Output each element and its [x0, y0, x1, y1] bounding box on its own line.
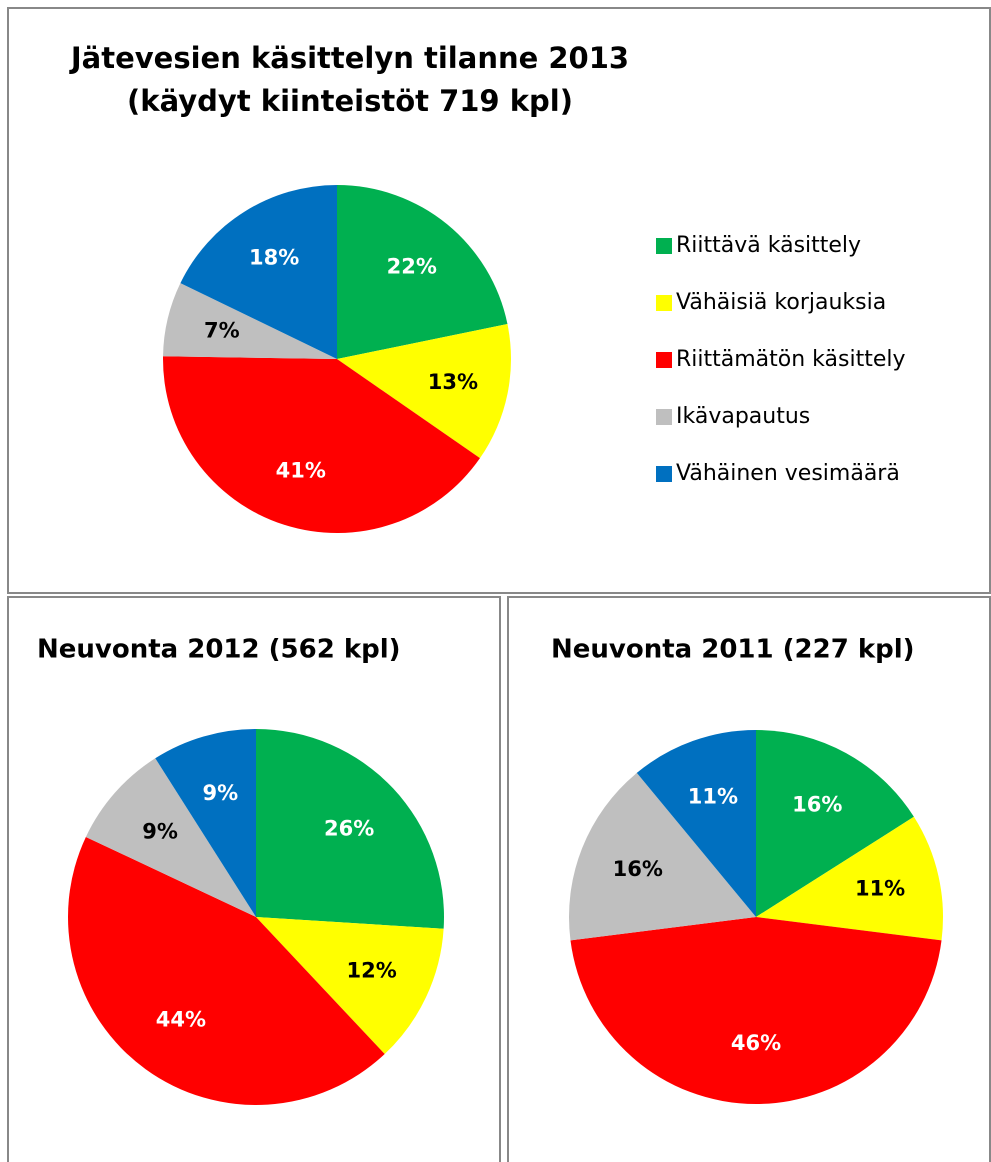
pie-slice — [570, 917, 942, 1104]
pie-slice — [568, 772, 756, 941]
panel-border — [7, 596, 501, 1162]
legend-label: Ikävapautus — [676, 404, 810, 429]
pie-slice — [163, 283, 337, 359]
legend-label: Riittämätön käsittely — [676, 347, 906, 372]
chart-title: Neuvonta 2011 (227 kpl) — [551, 635, 915, 665]
panel-border — [7, 7, 991, 594]
data-label: 13% — [428, 370, 478, 394]
data-label: 9% — [203, 781, 239, 805]
legend-label: Riittävä käsittely — [676, 233, 861, 258]
pie-slice — [756, 816, 943, 941]
data-label: 16% — [613, 857, 663, 881]
pie-slice — [155, 729, 256, 917]
pie-slice — [85, 758, 256, 917]
data-label: 44% — [156, 1007, 206, 1031]
data-label: 16% — [792, 793, 842, 817]
data-label: 7% — [204, 319, 240, 343]
pie-slice — [256, 728, 444, 929]
pie-slice — [256, 917, 444, 1055]
data-label: 11% — [688, 784, 738, 808]
pie-slice — [756, 730, 914, 917]
pie-slice — [180, 185, 337, 359]
chart-title: Neuvonta 2012 (562 kpl) — [37, 635, 401, 665]
data-label: 12% — [347, 958, 397, 982]
panel-border — [507, 596, 991, 1162]
pie-slice — [337, 185, 508, 359]
data-label: 9% — [142, 819, 178, 843]
pie-slice — [163, 356, 480, 534]
legend-swatch — [656, 466, 672, 482]
data-label: 22% — [387, 254, 437, 278]
data-label: 26% — [324, 816, 374, 840]
legend-label: Vähäinen vesimäärä — [676, 461, 900, 486]
data-label: 41% — [276, 459, 326, 483]
data-label: 11% — [855, 876, 905, 900]
data-label: 18% — [249, 246, 299, 270]
data-label: 46% — [731, 1031, 781, 1055]
chart-title: Jätevesien käsittelyn tilanne 2013 — [69, 41, 629, 75]
pie-slice — [636, 730, 756, 917]
legend-swatch — [656, 352, 672, 368]
legend-swatch — [656, 295, 672, 311]
chart-title: (käydyt kiinteistöt 719 kpl) — [127, 84, 573, 118]
pie-slice — [337, 324, 511, 459]
legend-swatch — [656, 409, 672, 425]
pie-slice — [67, 836, 385, 1105]
legend-swatch — [656, 238, 672, 254]
legend-label: Vähäisiä korjauksia — [676, 290, 886, 315]
